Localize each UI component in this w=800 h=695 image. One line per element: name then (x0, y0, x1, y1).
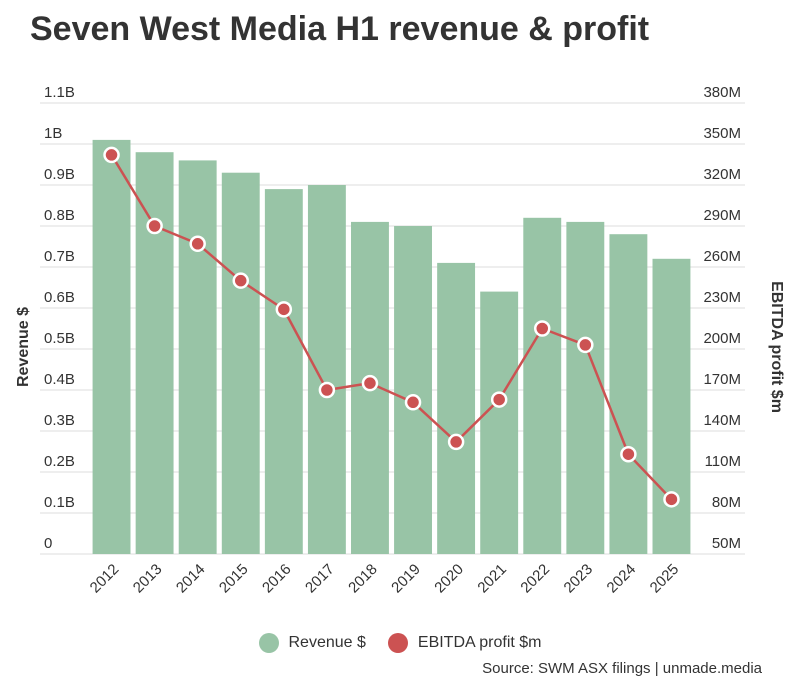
left-tick-label: 1B (44, 125, 62, 142)
right-tick-label: 320M (703, 166, 741, 183)
left-tick-label: 0.5B (44, 330, 75, 347)
x-tick-label: 2012 (87, 561, 123, 597)
left-tick-label: 0.6B (44, 289, 75, 306)
right-tick-label: 290M (703, 207, 741, 224)
right-tick-label: 380M (703, 84, 741, 101)
left-tick-label: 0.1B (44, 494, 75, 511)
x-tick-label: 2021 (474, 561, 510, 597)
right-axis-title: EBITDA profit $m (768, 281, 785, 413)
source-note: Source: SWM ASX filings | unmade.media (482, 660, 762, 677)
point-2013[interactable] (146, 217, 163, 235)
bar-2017[interactable] (307, 185, 346, 554)
combo-chart: 0 0.1B 0.2B 0.3B 0.4B 0.5B 0.6B 0.7B 0.8B 0.9B 1B 1… (15, 84, 785, 597)
x-axis-ticks: 2012 2013 2014 2015 2016 2017 2018 2019 2020 2021… (87, 561, 683, 597)
x-tick-label: 2022 (517, 561, 553, 597)
right-axis-ticks: 50M 80M 110M 140M 170M 200M 230M 260M 290M 320M 35… (703, 84, 741, 552)
point-2017[interactable] (318, 381, 336, 399)
legend-label-revenue: Revenue $ (288, 634, 366, 651)
left-tick-label: 0.9B (44, 166, 75, 183)
bar-2024[interactable] (609, 234, 648, 554)
x-tick-label: 2016 (259, 561, 295, 597)
x-tick-label: 2024 (604, 561, 640, 597)
right-tick-label: 260M (703, 248, 741, 265)
x-tick-label: 2018 (345, 561, 381, 597)
right-tick-label: 110M (705, 453, 741, 470)
legend-label-ebitda: EBITDA profit $m (417, 634, 542, 651)
right-tick-label: 80M (712, 494, 741, 511)
ebitda-line-series (103, 146, 680, 508)
bar-2023[interactable] (566, 221, 605, 554)
left-tick-label: 0.7B (44, 248, 75, 265)
point-2016[interactable] (275, 301, 293, 318)
left-tick-label: 0.4B (44, 371, 75, 388)
ebitda-swatch-icon (387, 633, 408, 653)
legend-item-ebitda[interactable]: EBITDA profit $m (387, 633, 542, 653)
x-tick-label: 2014 (173, 561, 209, 597)
x-tick-label: 2015 (216, 561, 252, 597)
left-axis-ticks: 0 0.1B 0.2B 0.3B 0.4B 0.5B 0.6B 0.7B 0.8B 0.9B 1B 1… (44, 84, 75, 552)
x-tick-label: 2025 (647, 561, 683, 597)
right-tick-label: 50M (712, 535, 741, 552)
right-tick-label: 140M (703, 412, 741, 429)
revenue-swatch-icon (258, 633, 279, 653)
bar-2022[interactable] (523, 217, 562, 555)
point-2014[interactable] (189, 235, 206, 253)
point-2023[interactable] (577, 336, 594, 354)
point-2015[interactable] (232, 272, 249, 289)
left-tick-label: 1.1B (44, 84, 75, 101)
bar-2015[interactable] (221, 172, 260, 554)
bar-2016[interactable] (264, 189, 303, 554)
bar-2020[interactable] (437, 262, 476, 554)
left-tick-label: 0.2B (44, 453, 75, 470)
point-2018[interactable] (361, 374, 379, 392)
left-tick-label: 0.8B (44, 207, 75, 224)
right-tick-label: 200M (703, 330, 741, 347)
bar-2021[interactable] (480, 291, 519, 554)
x-tick-label: 2013 (130, 561, 166, 597)
legend-item-revenue[interactable]: Revenue $ (258, 633, 366, 653)
left-tick-label: 0.3B (44, 412, 75, 429)
right-tick-label: 350M (703, 125, 741, 142)
revenue-bars (92, 139, 691, 555)
point-2024[interactable] (620, 445, 637, 463)
left-axis-title: Revenue $ (15, 307, 32, 387)
x-tick-label: 2023 (561, 561, 597, 597)
right-tick-label: 170M (703, 371, 741, 388)
right-tick-label: 230M (703, 289, 741, 306)
point-2025[interactable] (663, 491, 680, 508)
point-2020[interactable] (447, 433, 465, 451)
x-tick-label: 2017 (302, 561, 338, 597)
x-tick-label: 2019 (388, 561, 424, 597)
bar-2012[interactable] (92, 139, 131, 554)
bar-2014[interactable] (178, 160, 217, 554)
legend: Revenue $ EBITDA profit $m (0, 633, 800, 653)
bar-2019[interactable] (394, 226, 432, 554)
chart-title: Seven West Media H1 revenue & profit (30, 10, 650, 48)
point-2021[interactable] (490, 391, 508, 408)
bar-2013[interactable] (135, 152, 174, 554)
x-tick-label: 2020 (431, 561, 467, 597)
left-tick-label: 0 (44, 535, 52, 552)
point-2019[interactable] (404, 394, 422, 411)
point-2012[interactable] (103, 146, 120, 164)
bar-2025[interactable] (652, 258, 691, 554)
point-2022[interactable] (534, 320, 551, 337)
